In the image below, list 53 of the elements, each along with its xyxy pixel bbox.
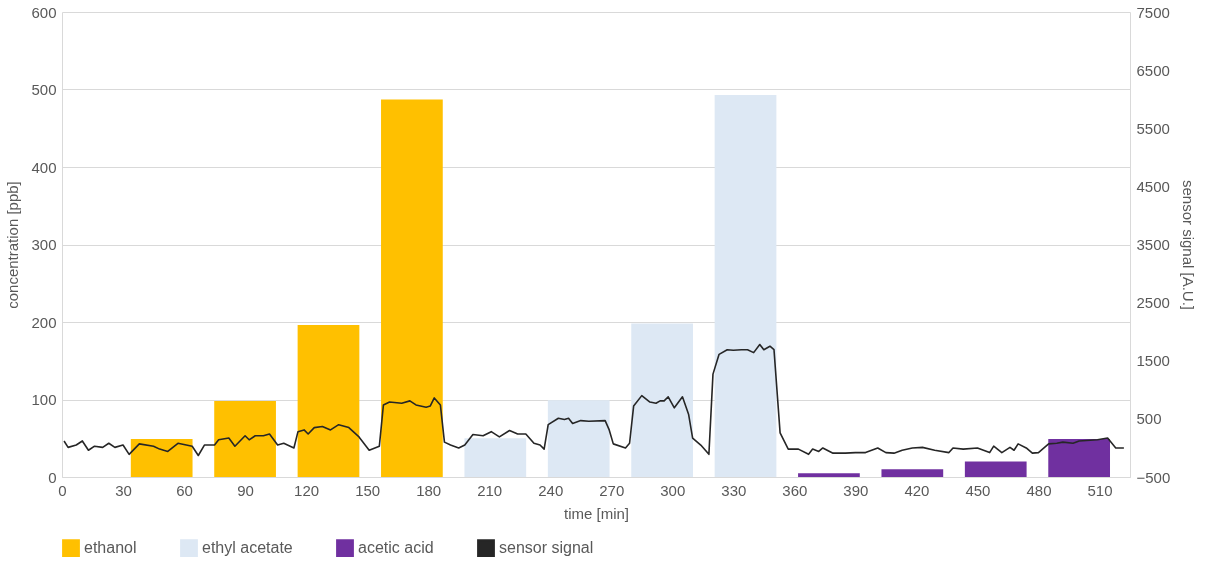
x-tick-label: 150 bbox=[355, 481, 381, 499]
x-tick-label: 210 bbox=[477, 481, 503, 499]
bar bbox=[881, 469, 944, 477]
bar bbox=[547, 400, 610, 477]
y-tick-label: 600 bbox=[31, 3, 57, 21]
x-tick-label: 420 bbox=[904, 481, 930, 499]
bar bbox=[214, 401, 276, 477]
bar bbox=[130, 439, 193, 477]
y2-tick-label: 1500 bbox=[1136, 352, 1170, 370]
y-tick-label: 200 bbox=[31, 313, 57, 331]
y2-tick-label: 3500 bbox=[1136, 236, 1170, 253]
x-tick-label: 390 bbox=[843, 481, 869, 499]
y-tick-label: 400 bbox=[31, 158, 57, 176]
bar bbox=[1048, 439, 1111, 477]
bar bbox=[964, 461, 1027, 477]
bar bbox=[381, 99, 443, 477]
line-series bbox=[63, 343, 1125, 457]
x-tick-label: 240 bbox=[538, 481, 564, 499]
y-axis-title: concentration [ppb] bbox=[4, 181, 22, 309]
legend-label: ethyl acetate bbox=[202, 539, 293, 557]
y2-tick-label: 6500 bbox=[1136, 61, 1170, 79]
bar bbox=[631, 323, 693, 477]
y2-tick-label: 4500 bbox=[1136, 177, 1170, 195]
x-tick-label: 270 bbox=[599, 481, 625, 499]
bar bbox=[297, 325, 360, 477]
x-tick-label: 60 bbox=[176, 481, 193, 499]
x-tick-label: 180 bbox=[416, 481, 442, 499]
legend-label: ethanol bbox=[84, 539, 137, 557]
y2-tick-label: −500 bbox=[1136, 468, 1171, 486]
y-tick-label: 500 bbox=[31, 81, 57, 98]
y2-tick-label: 7500 bbox=[1136, 3, 1170, 21]
x-tick-label: 510 bbox=[1087, 481, 1113, 499]
y2-tick-label: 500 bbox=[1136, 410, 1162, 428]
bar bbox=[798, 473, 860, 477]
x-tick-label: 450 bbox=[965, 481, 991, 499]
bar bbox=[714, 94, 777, 477]
x-axis-title: time [min] bbox=[563, 504, 630, 522]
y2-tick-label: 2500 bbox=[1136, 294, 1170, 312]
y-tick-label: 300 bbox=[31, 236, 57, 253]
y2-tick-label: 5500 bbox=[1136, 119, 1170, 137]
x-tick-label: 300 bbox=[660, 481, 686, 499]
legend-label: acetic acid bbox=[358, 539, 434, 557]
x-tick-label: 90 bbox=[237, 481, 254, 499]
y-tick-label: 100 bbox=[31, 391, 57, 408]
x-tick-label: 120 bbox=[294, 481, 320, 499]
x-tick-label: 30 bbox=[115, 481, 132, 499]
legend-label: sensor signal bbox=[499, 539, 594, 557]
y2-axis-title: sensor signal [A.U.] bbox=[1180, 179, 1198, 311]
y-tick-label: 0 bbox=[48, 468, 57, 486]
bar bbox=[464, 438, 527, 477]
x-tick-label: 330 bbox=[721, 481, 747, 499]
x-tick-label: 360 bbox=[782, 481, 808, 499]
x-tick-label: 480 bbox=[1026, 481, 1052, 499]
